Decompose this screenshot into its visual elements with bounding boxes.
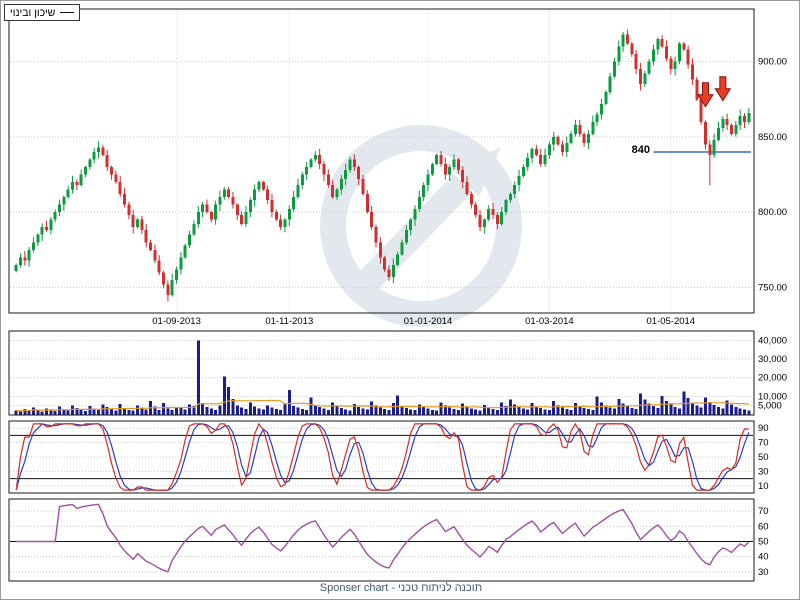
svg-text:40: 40 — [758, 552, 769, 563]
svg-text:20,000: 20,000 — [758, 373, 787, 384]
legend-series-line-icon — [60, 12, 75, 13]
svg-text:50: 50 — [758, 452, 769, 463]
svg-text:70: 70 — [758, 506, 769, 517]
svg-text:01-09-2013: 01-09-2013 — [152, 316, 201, 327]
svg-text:90: 90 — [758, 423, 769, 434]
svg-text:30: 30 — [758, 567, 769, 578]
svg-text:01-01-2014: 01-01-2014 — [404, 316, 453, 327]
svg-text:750.00: 750.00 — [758, 282, 787, 293]
svg-text:900.00: 900.00 — [758, 57, 787, 68]
footer-caption: Sponser chart - תוכנה לניתוח טכני — [319, 582, 483, 594]
svg-text:01-03-2014: 01-03-2014 — [525, 316, 574, 327]
svg-text:30: 30 — [758, 466, 769, 477]
svg-text:01-05-2014: 01-05-2014 — [646, 316, 695, 327]
support-price-label: 840 — [631, 144, 650, 156]
svg-text:30,000: 30,000 — [758, 354, 787, 365]
svg-text:10,000: 10,000 — [758, 391, 787, 402]
svg-text:40,000: 40,000 — [758, 335, 787, 346]
svg-text:01-11-2013: 01-11-2013 — [265, 316, 313, 327]
svg-text:800.00: 800.00 — [758, 207, 787, 218]
svg-text:70: 70 — [758, 438, 769, 449]
svg-text:60: 60 — [758, 521, 769, 532]
legend-series-label: שיכון ובינוי — [10, 6, 56, 19]
svg-text:50: 50 — [758, 537, 769, 548]
svg-text:5,000: 5,000 — [758, 401, 782, 412]
series-legend[interactable]: שיכון ובינוי — [4, 4, 81, 21]
svg-text:10: 10 — [758, 481, 769, 492]
svg-text:850.00: 850.00 — [758, 132, 787, 143]
